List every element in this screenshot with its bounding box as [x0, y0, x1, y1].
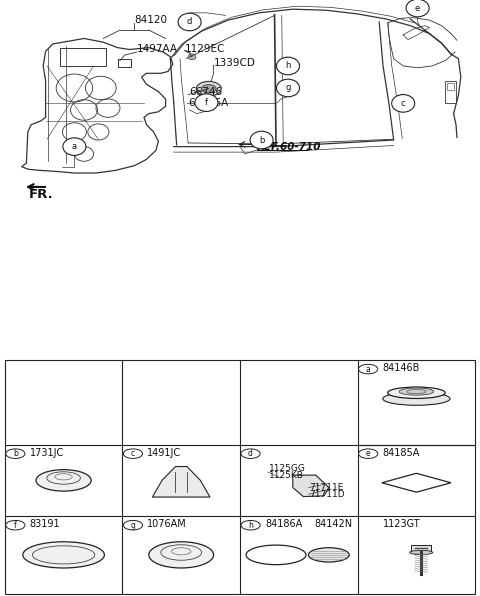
- Text: 66736A: 66736A: [188, 98, 228, 108]
- Text: 66746: 66746: [190, 88, 223, 97]
- Circle shape: [241, 449, 260, 458]
- Ellipse shape: [387, 387, 445, 399]
- Circle shape: [359, 364, 378, 374]
- Text: f: f: [14, 521, 17, 530]
- Text: e: e: [366, 449, 371, 458]
- Text: 1497AA: 1497AA: [137, 45, 178, 54]
- Text: 1339CD: 1339CD: [214, 58, 255, 68]
- Circle shape: [276, 57, 300, 74]
- Text: 1731JC: 1731JC: [30, 448, 64, 458]
- Circle shape: [178, 13, 201, 31]
- Text: f: f: [205, 98, 208, 107]
- Text: b: b: [13, 449, 18, 458]
- Text: d: d: [187, 17, 192, 26]
- Circle shape: [250, 131, 273, 149]
- Text: 84186A: 84186A: [265, 520, 302, 529]
- Ellipse shape: [383, 392, 450, 405]
- Bar: [118, 58, 131, 67]
- Text: c: c: [401, 99, 406, 108]
- Text: b: b: [259, 135, 264, 144]
- Ellipse shape: [246, 545, 306, 564]
- Text: 84120: 84120: [134, 15, 168, 25]
- Bar: [447, 83, 454, 90]
- Circle shape: [406, 0, 429, 17]
- Text: 1076AM: 1076AM: [147, 520, 187, 529]
- Text: g: g: [285, 83, 291, 92]
- Ellipse shape: [399, 388, 433, 395]
- Circle shape: [6, 449, 25, 458]
- Ellipse shape: [407, 389, 426, 394]
- Circle shape: [359, 449, 378, 458]
- Text: 1491JC: 1491JC: [147, 448, 181, 458]
- Text: 84146B: 84146B: [383, 364, 420, 373]
- Circle shape: [241, 520, 260, 530]
- Ellipse shape: [202, 85, 216, 93]
- Text: REF.60-710: REF.60-710: [257, 142, 321, 153]
- Text: 1123GT: 1123GT: [383, 520, 420, 529]
- Polygon shape: [293, 475, 329, 496]
- Text: a: a: [72, 142, 77, 151]
- Text: e: e: [415, 4, 420, 13]
- Text: 1125KB: 1125KB: [269, 471, 304, 480]
- Text: 71711E: 71711E: [310, 483, 344, 492]
- Ellipse shape: [149, 542, 214, 568]
- Circle shape: [123, 449, 143, 458]
- Text: 84142N: 84142N: [314, 520, 352, 529]
- Bar: [445, 80, 456, 103]
- Circle shape: [63, 138, 86, 156]
- Ellipse shape: [23, 542, 105, 568]
- Text: h: h: [248, 521, 253, 530]
- Text: h: h: [285, 61, 291, 70]
- Circle shape: [195, 94, 218, 111]
- Text: 83191: 83191: [30, 520, 60, 529]
- Text: d: d: [248, 449, 253, 458]
- Ellipse shape: [410, 550, 433, 555]
- Polygon shape: [153, 467, 210, 497]
- Text: c: c: [131, 449, 135, 458]
- Circle shape: [123, 520, 143, 530]
- Ellipse shape: [309, 548, 349, 562]
- Circle shape: [392, 95, 415, 112]
- Bar: [411, 545, 431, 551]
- Text: g: g: [131, 521, 135, 530]
- Text: 84185A: 84185A: [383, 448, 420, 458]
- Text: 71711D: 71711D: [310, 490, 345, 499]
- Text: 1125GG: 1125GG: [269, 464, 306, 473]
- Text: FR.: FR.: [29, 188, 54, 201]
- Circle shape: [188, 54, 196, 60]
- Text: 1129EC: 1129EC: [185, 45, 225, 54]
- Text: a: a: [366, 365, 371, 374]
- Circle shape: [276, 79, 300, 97]
- Ellipse shape: [36, 470, 91, 491]
- Circle shape: [6, 520, 25, 530]
- Ellipse shape: [196, 82, 221, 96]
